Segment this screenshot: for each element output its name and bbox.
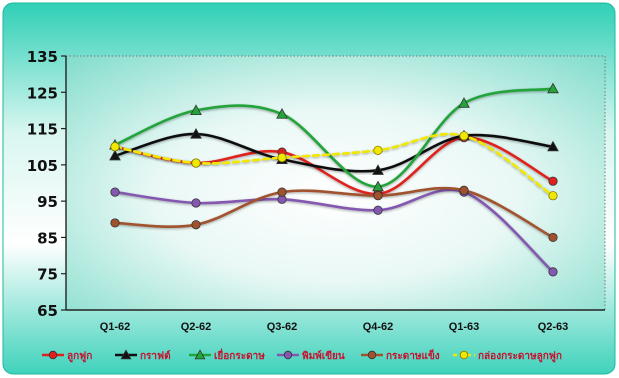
- data-point: [459, 131, 469, 141]
- legend-item: กล่องกระดาษลูกฟูก: [453, 350, 562, 363]
- x-tick-label: Q2-63: [538, 321, 569, 333]
- y-tick-label: 95: [37, 193, 58, 211]
- data-point: [276, 108, 288, 119]
- data-point: [372, 164, 384, 175]
- data-point: [110, 187, 120, 197]
- data-point: [548, 191, 558, 201]
- legend-swatch-marker: [283, 350, 293, 360]
- data-point: [372, 180, 384, 192]
- legend-item: กราฟต์: [115, 349, 171, 362]
- data-point: [373, 205, 383, 215]
- data-point: [458, 97, 470, 108]
- x-tick-label: Q4-62: [363, 321, 394, 333]
- data-point: [190, 104, 202, 115]
- data-point: [277, 187, 287, 197]
- legend-label: ลูกฟูก: [67, 350, 92, 363]
- legend-swatch-marker: [120, 349, 132, 360]
- series-line: [113, 188, 555, 274]
- y-tick-label: 85: [37, 229, 58, 247]
- legend-label: กล่องกระดาษลูกฟูก: [478, 350, 562, 363]
- y-tick-label: 105: [27, 157, 58, 175]
- data-point: [373, 191, 383, 201]
- plot-area: [65, 55, 606, 311]
- legend-swatch-marker: [367, 350, 377, 360]
- axes: 65 75 85 95 105 115 125 135 Q1-62 Q2-62 Q3-62 Q4-62…: [27, 48, 605, 333]
- legend-label: พิมพ์เขียน: [302, 350, 345, 362]
- data-point: [191, 158, 201, 168]
- legend-item: เยื่อกระดาษ: [189, 348, 265, 362]
- data-point: [110, 142, 120, 152]
- y-tick-label: 115: [27, 121, 58, 139]
- data-point: [548, 176, 558, 186]
- data-point: [190, 127, 202, 139]
- data-point: [547, 82, 559, 94]
- data-point: [459, 185, 469, 195]
- data-point: [191, 198, 201, 208]
- legend-item: พิมพ์เขียน: [277, 350, 345, 362]
- legend-swatch-marker: [194, 349, 206, 360]
- series-line: [113, 186, 555, 239]
- legend-swatch-marker: [459, 350, 469, 360]
- x-tick-label: Q1-63: [449, 321, 480, 333]
- legend-label: กราฟต์: [140, 350, 171, 362]
- series-line: [113, 132, 555, 197]
- legend-label: กระดาษแข็ง: [386, 348, 440, 362]
- series-line: [113, 132, 555, 173]
- y-tick-label: 135: [27, 48, 58, 66]
- y-tick-label: 75: [37, 266, 58, 284]
- x-tick-label: Q3-62: [267, 321, 298, 333]
- legend: ลูกฟูก กราฟต์ เยื่อกระดาษ พิมพ์เขียน กระดาษแ…: [42, 348, 562, 363]
- y-tick-label: 65: [37, 302, 58, 320]
- x-tick-label: Q2-62: [181, 321, 212, 333]
- data-point: [109, 149, 121, 161]
- data-point: [547, 140, 559, 152]
- y-tick-label: 125: [27, 84, 58, 102]
- x-tick-label: Q1-62: [100, 321, 131, 333]
- legend-swatch-marker: [48, 350, 58, 360]
- data-point: [191, 220, 201, 230]
- data-point: [548, 267, 558, 277]
- data-point: [373, 145, 383, 155]
- legend-item: ลูกฟูก: [42, 350, 92, 363]
- data-point: [110, 218, 120, 228]
- series-markers: [109, 82, 559, 277]
- legend-item: กระดาษแข็ง: [361, 348, 440, 362]
- legend-label: เยื่อกระดาษ: [214, 348, 265, 362]
- data-point: [277, 153, 287, 163]
- data-point: [548, 232, 558, 243]
